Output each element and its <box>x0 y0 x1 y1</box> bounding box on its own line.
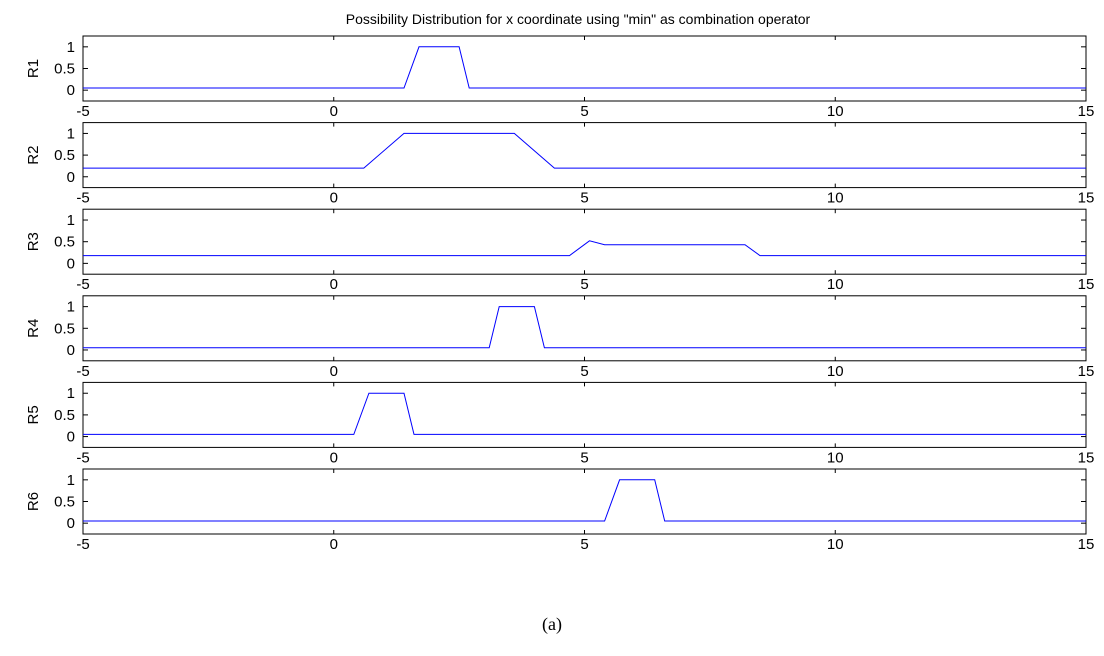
y-tick-label: 0 <box>67 515 75 532</box>
y-tick-label: 1 <box>67 385 75 402</box>
y-tick-label: 1 <box>67 472 75 489</box>
x-tick-label: 10 <box>827 103 844 120</box>
x-tick-label: 10 <box>827 449 844 466</box>
axes-box <box>82 468 1087 535</box>
x-tick-label: 10 <box>827 190 844 207</box>
y-tick-label: 1 <box>67 125 75 142</box>
x-tick-label: 0 <box>330 363 338 380</box>
y-tick-label: 0 <box>67 255 75 272</box>
y-axis-label: R1 <box>25 59 42 78</box>
x-tick-label: 5 <box>580 276 588 293</box>
y-tick-label: 0 <box>67 429 75 446</box>
x-tick-label: 10 <box>827 536 844 553</box>
x-tick-label: -5 <box>76 363 89 380</box>
y-tick-label: 0 <box>67 342 75 359</box>
x-tick-label: 0 <box>330 449 338 466</box>
y-tick-label: 0.5 <box>54 407 75 424</box>
axes-box <box>82 208 1087 275</box>
y-tick-label: 0.5 <box>54 147 75 164</box>
series-line-r4 <box>83 306 1086 349</box>
series-line-r6 <box>83 479 1086 522</box>
x-tick-label: -5 <box>76 536 89 553</box>
y-axis-label: R3 <box>25 232 42 251</box>
figure-caption: (a) <box>542 614 562 634</box>
figure: Possibility Distribution for x coordinat… <box>25 11 1095 553</box>
x-tick-label: 5 <box>580 190 588 207</box>
x-tick-label: 0 <box>330 103 338 120</box>
x-tick-label: 15 <box>1078 103 1095 120</box>
x-tick-label: 10 <box>827 276 844 293</box>
y-axis-label: R4 <box>25 319 42 338</box>
y-tick-label: 0 <box>67 169 75 186</box>
y-tick-label: 0.5 <box>54 234 75 251</box>
x-tick-label: 0 <box>330 190 338 207</box>
y-tick-label: 0.5 <box>54 61 75 78</box>
series-line-r3 <box>83 240 1086 257</box>
y-axis-label: R6 <box>25 492 42 511</box>
x-tick-label: 5 <box>580 103 588 120</box>
axes-box <box>82 122 1087 189</box>
x-tick-label: -5 <box>76 103 89 120</box>
x-tick-label: 15 <box>1078 449 1095 466</box>
axes-box <box>82 381 1087 448</box>
x-tick-label: 0 <box>330 276 338 293</box>
y-axis-label: R5 <box>25 405 42 424</box>
x-tick-label: -5 <box>76 449 89 466</box>
y-tick-label: 1 <box>67 299 75 316</box>
x-tick-label: 15 <box>1078 536 1095 553</box>
y-tick-label: 0.5 <box>54 494 75 511</box>
series-line-r1 <box>83 46 1086 89</box>
series-line-r2 <box>83 132 1086 169</box>
x-tick-label: 15 <box>1078 190 1095 207</box>
x-tick-label: 15 <box>1078 363 1095 380</box>
axes-box <box>82 295 1087 362</box>
y-tick-label: 1 <box>67 39 75 56</box>
x-tick-label: 5 <box>580 536 588 553</box>
x-tick-label: 5 <box>580 449 588 466</box>
x-tick-label: 15 <box>1078 276 1095 293</box>
series-line-r5 <box>83 392 1086 435</box>
x-tick-label: 10 <box>827 363 844 380</box>
x-tick-label: -5 <box>76 190 89 207</box>
chart-title: Possibility Distribution for x coordinat… <box>346 11 811 27</box>
y-tick-label: 1 <box>67 212 75 229</box>
y-tick-label: 0.5 <box>54 320 75 337</box>
y-tick-label: 0 <box>67 82 75 99</box>
x-tick-label: 5 <box>580 363 588 380</box>
x-tick-label: 0 <box>330 536 338 553</box>
x-tick-label: -5 <box>76 276 89 293</box>
y-axis-label: R2 <box>25 146 42 165</box>
axes-box <box>82 35 1087 102</box>
